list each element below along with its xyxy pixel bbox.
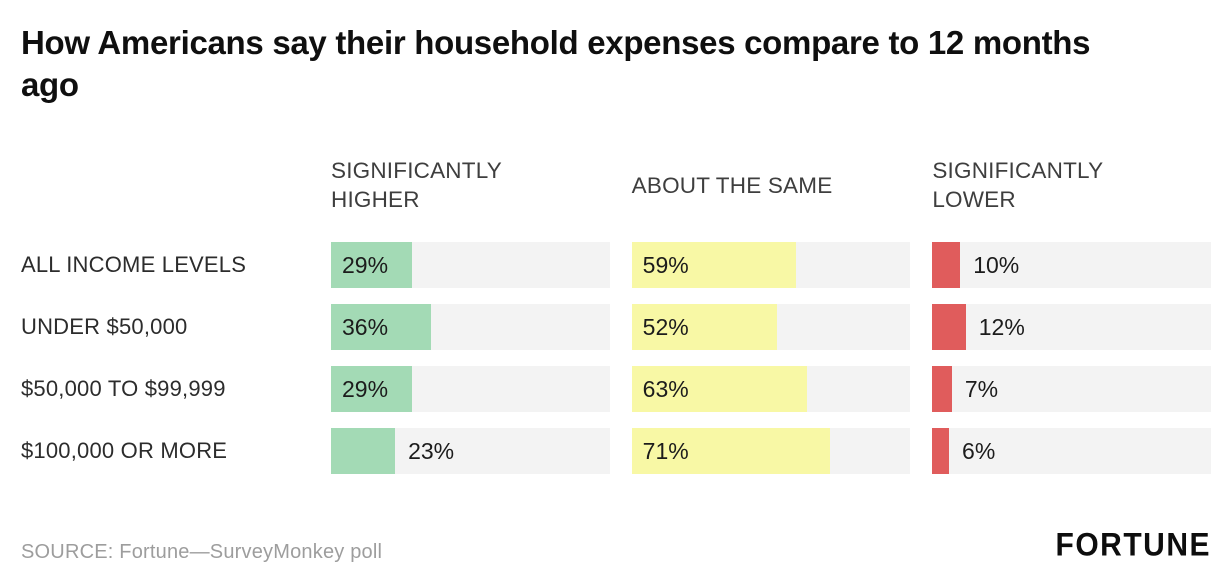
column-header-3: SIGNIFICANTLY LOWER [932,154,1211,216]
column-header-2: ABOUT THE SAME [632,154,911,216]
bar [631,428,830,475]
bar [331,428,396,475]
bar-value-label: 63% [642,375,689,402]
fortune-logo: FORTUNE [1055,527,1211,563]
chart: SIGNIFICANTLY HIGHER ABOUT THE SAME SIGNIF… [21,154,1211,475]
bar-track: 7% [932,366,1211,413]
row-label: UNDER $50,000 [21,314,188,340]
bar-value-label: 7% [964,375,999,402]
row-label: ALL INCOME LEVELS [21,252,247,278]
bar-value-label: 29% [342,251,389,278]
page-title: How Americans say their household expens… [21,24,1091,104]
source-note: SOURCE: Fortune—SurveyMonkey poll [21,541,383,563]
bar [631,304,777,351]
footer: SOURCE: Fortune—SurveyMonkey poll FORTUN… [21,527,1211,564]
bar [932,428,950,475]
bar [631,366,808,413]
bar [932,304,966,351]
bar [331,366,412,413]
bar [331,304,432,351]
bar-track: 36% [331,304,610,351]
column-header-1: SIGNIFICANTLY HIGHER [331,154,610,216]
bar [932,366,952,413]
bar [631,242,797,289]
header-spacer [21,154,309,216]
column-header-label: ABOUT THE SAME [631,172,833,198]
bar-track: 52% [631,304,911,351]
bar-value-label: 6% [962,437,996,464]
bar-track: 6% [932,428,1211,475]
bar [331,242,412,289]
bar-track: 29% [331,242,610,289]
bar-value-label: 23% [408,437,455,464]
chart-header-row: SIGNIFICANTLY HIGHER ABOUT THE SAME SIGNIF… [21,154,1211,216]
bar-track: 59% [631,242,911,289]
bar-track: 23% [331,428,610,475]
bar-value-label: 29% [342,375,389,402]
column-header-label: SIGNIFICANTLY LOWER [932,157,1103,213]
row-label: $100,000 OR MORE [21,438,228,464]
bar [932,242,961,289]
bar-value-label: 52% [642,313,689,340]
bar-track: 63% [631,366,911,413]
row-label: $50,000 TO $99,999 [21,376,226,402]
column-header-label: SIGNIFICANTLY HIGHER [331,157,502,213]
bar-value-label: 10% [973,251,1020,278]
chart-grid: ALL INCOME LEVELS 29% 59% 10% UNDER $50,000 3… [21,242,1211,475]
bar-track: 29% [331,366,610,413]
bar-track: 12% [932,304,1211,351]
bar-value-label: 36% [342,313,389,340]
bar-track: 10% [932,242,1211,289]
bar-value-label: 71% [642,437,689,464]
bar-track: 71% [631,428,911,475]
bar-value-label: 59% [642,251,689,278]
bar-value-label: 12% [978,313,1025,340]
